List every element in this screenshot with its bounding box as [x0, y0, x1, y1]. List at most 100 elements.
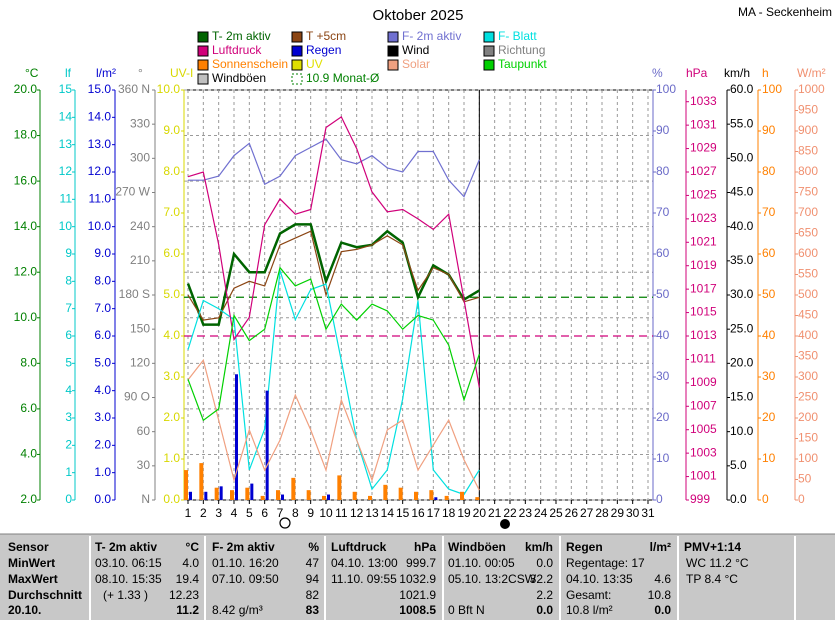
legend-entry: T +5cm: [306, 29, 346, 43]
y-tick-label: 70: [762, 205, 776, 219]
y-tick-label: 100: [798, 451, 818, 465]
y-tick-label: 40: [656, 328, 670, 342]
y-tick-label: 4: [65, 383, 72, 397]
x-tick-label: 13: [365, 506, 379, 520]
y-tick-label: 650: [798, 226, 818, 240]
x-tick-label: 31: [641, 506, 655, 520]
y-tick-label: 1027: [690, 164, 717, 178]
y-tick-label: 60: [762, 246, 776, 260]
bar: [475, 497, 480, 500]
cell-value: 999.7: [406, 556, 436, 570]
moon-full: [279, 517, 291, 529]
bar: [245, 487, 250, 500]
y-tick-label: 250: [798, 390, 818, 404]
y-tick-label: 999: [690, 492, 710, 506]
y-tick-label: 300: [130, 151, 150, 165]
cell-text: TP 8.4 °C: [686, 572, 738, 586]
y-tick-label: 0: [65, 492, 72, 506]
row-label: MaxWert: [8, 572, 58, 586]
cell-value: 83: [306, 603, 320, 617]
y-tick-label: 16.0: [14, 173, 38, 187]
y-tick-label: 1025: [690, 188, 717, 202]
y-tick-label: 30: [762, 369, 776, 383]
x-tick-label: 12: [350, 506, 364, 520]
axis-unit: %: [652, 66, 663, 80]
cell-text: 10.8 l/m²: [566, 603, 613, 617]
legend-entry-swatch: [197, 73, 209, 85]
series-line: [188, 138, 480, 198]
y-tick-label: 10: [762, 451, 776, 465]
cell-text: 8.42 g/m³: [212, 603, 263, 617]
y-tick-label: 0.0: [94, 492, 111, 506]
column-unit: °C: [186, 540, 200, 554]
y-tick-label: 100: [762, 82, 782, 96]
column-title: PMV+1:14: [684, 540, 741, 554]
legend-entry-swatch: [483, 59, 495, 71]
y-tick-label: 1.0: [163, 451, 180, 465]
x-tick-label: 27: [580, 506, 594, 520]
y-tick-label: 10: [59, 219, 73, 233]
series-line: [187, 270, 480, 496]
axis-unit: UV-I: [170, 66, 193, 80]
legend-entry-swatch: [197, 59, 209, 71]
y-tick-label: 40: [762, 328, 776, 342]
column-unit: l/m²: [650, 540, 671, 554]
y-tick-label: 10.0: [730, 424, 754, 438]
cell-value: 4.0: [182, 556, 199, 570]
y-tick-label: 90: [656, 123, 670, 137]
y-tick-label: 750: [798, 185, 818, 199]
y-tick-label: 100: [656, 82, 676, 96]
y-tick-label: 40.0: [730, 219, 754, 233]
y-tick-label: 1003: [690, 445, 717, 459]
y-tick-label: 50: [762, 287, 776, 301]
x-tick-label: 15: [396, 506, 410, 520]
y-tick-label: 11: [60, 192, 73, 206]
y-tick-label: 50: [656, 287, 670, 301]
cell-text: 07.10. 09:50: [212, 572, 279, 586]
legend-entry-swatch: [291, 73, 303, 85]
y-tick-label: 6.0: [94, 328, 111, 342]
cell-value: 1032.9: [399, 572, 436, 586]
cell-text: 04.10. 13:00: [331, 556, 398, 570]
y-tick-label: 850: [798, 144, 818, 158]
y-tick-label: 500: [798, 287, 818, 301]
column-title: Windböen: [448, 540, 506, 554]
legend-entry: 10.9 Monat-Ø: [306, 71, 379, 85]
y-tick-label: 10.0: [14, 310, 38, 324]
cell-value: 12.23: [169, 588, 199, 602]
y-tick-label: 0: [656, 492, 663, 506]
y-tick-label: 1023: [690, 211, 717, 225]
bar: [235, 374, 238, 500]
y-tick-label: 13.0: [88, 137, 112, 151]
y-tick-label: 60: [656, 246, 670, 260]
y-tick-label: 1011: [690, 352, 716, 366]
row-label: 20.10.: [8, 603, 41, 617]
x-tick-label: 29: [611, 506, 625, 520]
x-tick-label: 5: [246, 506, 253, 520]
cell-text: 04.10. 13:35: [566, 572, 633, 586]
legend-entry-swatch: [291, 45, 303, 57]
cell-value: 1021.9: [399, 588, 436, 602]
y-tick-label: 1001: [690, 469, 717, 483]
bar: [306, 490, 311, 500]
y-tick-label: 11.0: [89, 192, 112, 206]
y-tick-label: 12.0: [88, 164, 112, 178]
y-tick-label: 25.0: [730, 321, 754, 335]
legend-entry: Taupunkt: [498, 57, 547, 71]
cell-value: 32.2: [530, 572, 554, 586]
y-tick-label: 70: [656, 205, 670, 219]
y-tick-label: 900: [798, 123, 818, 137]
legend-entry-swatch: [291, 59, 303, 71]
y-tick-label: 200: [798, 410, 818, 424]
legend-entry: Richtung: [498, 43, 545, 57]
x-tick-label: 9: [307, 506, 314, 520]
y-tick-label: 14.0: [14, 219, 38, 233]
bar: [219, 486, 223, 500]
x-tick-label: 14: [381, 506, 395, 520]
x-tick-label: 8: [292, 506, 299, 520]
series-line: [187, 266, 480, 422]
cell-value: 47: [306, 556, 320, 570]
bar: [414, 491, 418, 500]
axis-unit: km/h: [724, 66, 750, 80]
bar: [214, 487, 219, 500]
